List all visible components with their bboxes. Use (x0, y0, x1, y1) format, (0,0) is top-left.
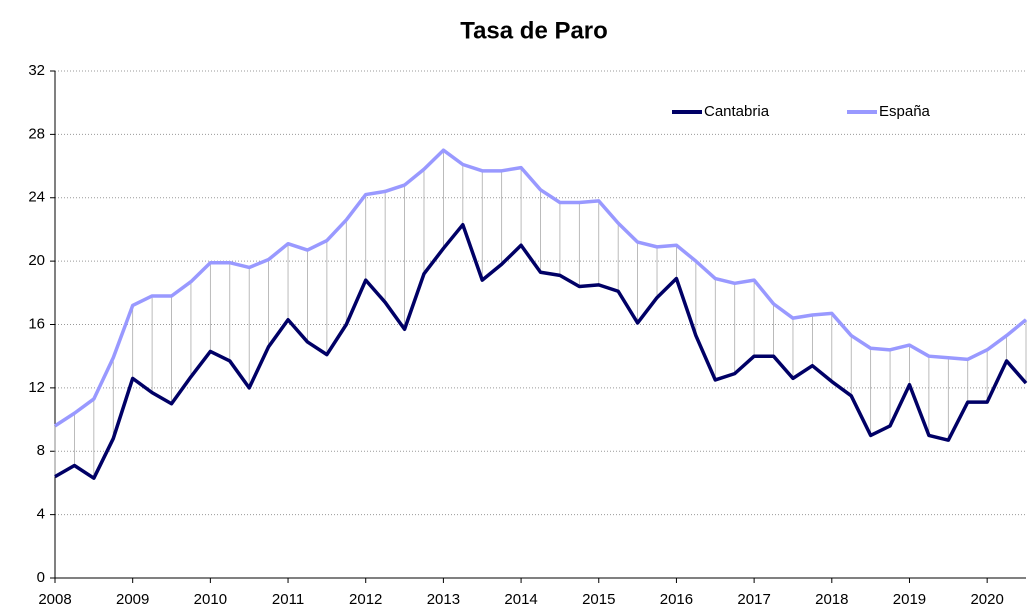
x-tick-label: 2011 (272, 591, 304, 608)
x-tick-label: 2018 (815, 591, 848, 608)
y-tick-label: 12 (28, 379, 45, 396)
x-tick-label: 2017 (737, 591, 770, 608)
y-tick-label: 20 (28, 252, 45, 269)
y-tick-label: 4 (37, 506, 45, 523)
x-tick-label: 2020 (970, 591, 1003, 608)
legend-label: Cantabria (704, 103, 770, 120)
x-tick-label: 2013 (427, 591, 460, 608)
series-line (54, 222, 1028, 480)
y-tick-label: 16 (28, 315, 45, 332)
y-tick-label: 32 (28, 62, 45, 79)
y-tick-label: 24 (28, 189, 45, 206)
y-tick-label: 0 (37, 569, 45, 586)
x-tick-label: 2008 (38, 591, 71, 608)
y-tick-label: 28 (28, 125, 45, 142)
x-tick-label: 2012 (349, 591, 382, 608)
x-tick-label: 2014 (504, 591, 537, 608)
x-tick-label: 2015 (582, 591, 615, 608)
chart-title: Tasa de Paro (460, 17, 608, 44)
series-line (54, 148, 1028, 428)
x-tick-label: 2019 (893, 591, 926, 608)
x-tick-label: 2016 (660, 591, 693, 608)
legend-label: España (879, 103, 931, 120)
x-tick-label: 2009 (116, 591, 149, 608)
x-tick-label: 2010 (194, 591, 227, 608)
y-tick-label: 8 (37, 442, 45, 459)
